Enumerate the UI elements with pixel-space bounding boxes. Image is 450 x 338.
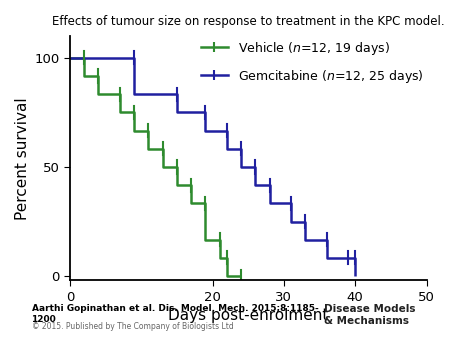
X-axis label: Days post-enrolment: Days post-enrolment [168,308,328,323]
Text: © 2015. Published by The Company of Biologists Ltd: © 2015. Published by The Company of Biol… [32,322,233,331]
Text: Disease Models
& Mechanisms: Disease Models & Mechanisms [324,304,415,326]
Title: Effects of tumour size on response to treatment in the KPC model.: Effects of tumour size on response to tr… [52,15,445,28]
Text: Aarthi Gopinathan et al. Dis. Model. Mech. 2015;8:1185-
1200: Aarthi Gopinathan et al. Dis. Model. Mec… [32,304,318,323]
Y-axis label: Percent survival: Percent survival [15,97,30,220]
Legend: Vehicle ($\it{n}$=12, 19 days), Gemcitabine ($\it{n}$=12, 25 days): Vehicle ($\it{n}$=12, 19 days), Gemcitab… [201,40,424,85]
